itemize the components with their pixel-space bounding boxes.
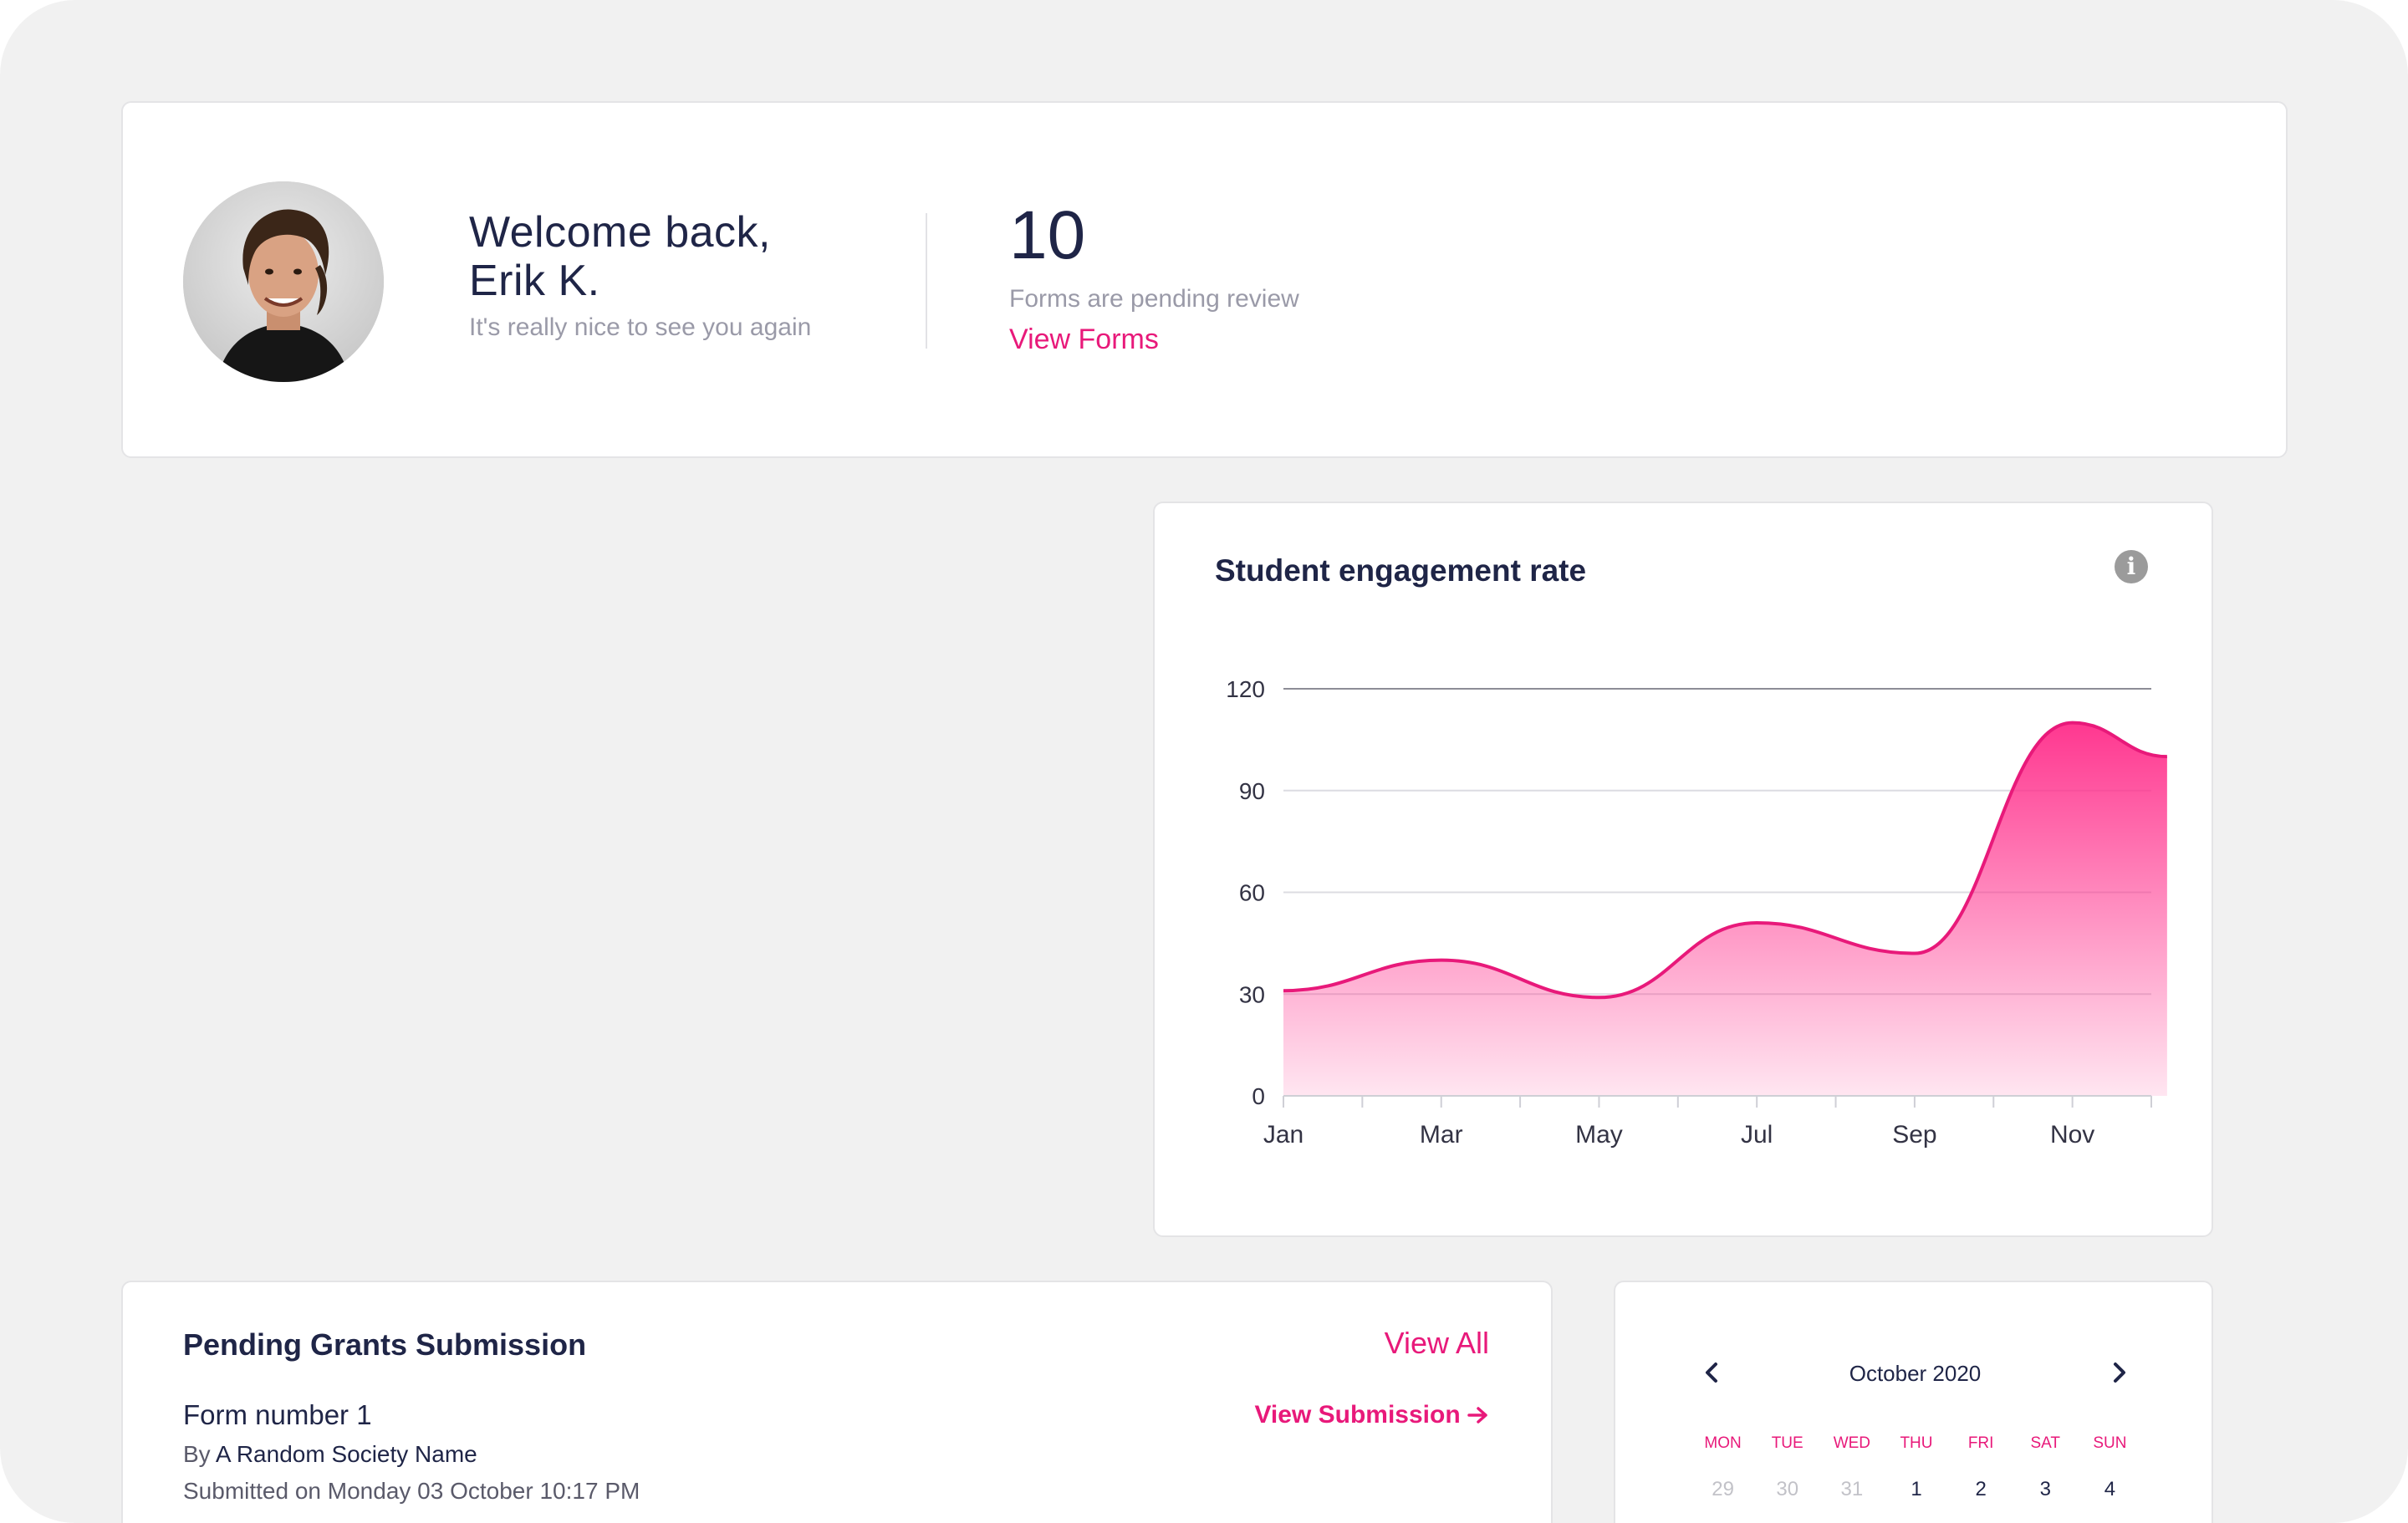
view-all-link[interactable]: View All <box>1384 1326 1489 1360</box>
weekday-label: SUN <box>2093 1434 2127 1452</box>
calendar-day[interactable]: 4 <box>2104 1478 2116 1500</box>
welcome-subtitle: It's really nice to see you again <box>469 313 812 341</box>
divider <box>926 213 927 349</box>
avatar-image <box>183 181 384 382</box>
calendar-month: October 2020 <box>1849 1361 1982 1386</box>
x-tick-label: Nov <box>2050 1121 2094 1149</box>
weekday-label: MON <box>1704 1434 1742 1452</box>
pending-grants-card: Pending Grants Submission View All Form … <box>121 1281 1553 1523</box>
y-tick-label: 30 <box>1239 981 1265 1007</box>
form-author: By A Random Society Name <box>183 1441 477 1468</box>
series-line <box>1283 721 2167 1000</box>
calendar-day[interactable]: 29 <box>1712 1478 1734 1500</box>
weekday-label: WED <box>1833 1434 1871 1452</box>
x-tick-label: Jul <box>1741 1121 1773 1149</box>
pending-forms-count: 10 <box>1009 197 1086 273</box>
area-fill <box>1283 722 2167 1096</box>
form-submitted-date: Submitted on Monday 03 October 10:17 PM <box>183 1478 640 1504</box>
form-author-prefix: By <box>183 1441 211 1467</box>
engagement-chart: 0 30 60 90 120 Jan Mar May Jul Sep Nov <box>1226 676 2167 1149</box>
view-forms-link[interactable]: View Forms <box>1009 323 1159 355</box>
user-name: Erik K. <box>469 257 600 305</box>
weekday-label: SAT <box>2030 1434 2061 1452</box>
weekday-label: TUE <box>1771 1434 1803 1452</box>
x-tick-label: Mar <box>1420 1121 1463 1149</box>
form-society-name: A Random Society Name <box>215 1441 477 1467</box>
pending-forms-label: Forms are pending review <box>1009 285 1299 313</box>
y-tick-label: 0 <box>1252 1083 1265 1109</box>
info-icon[interactable]: i <box>2115 550 2148 583</box>
x-tick-label: Jan <box>1263 1121 1303 1149</box>
calendar-week-row: 29 30 31 1 2 3 4 <box>1691 1478 2142 1501</box>
welcome-greeting: Welcome back, Erik K. <box>469 208 771 305</box>
y-tick-label: 60 <box>1239 880 1265 906</box>
calendar-day[interactable]: 1 <box>1911 1478 1922 1500</box>
calendar-weekdays: MON TUE WED THU FRI SAT SUN <box>1691 1434 2142 1453</box>
view-submission-button[interactable]: View Submission <box>1254 1401 1489 1429</box>
calendar-day[interactable]: 31 <box>1840 1478 1864 1500</box>
calendar-day[interactable]: 2 <box>1975 1478 1987 1500</box>
engagement-chart-card: 0 30 60 90 120 Jan Mar May Jul Sep Nov Student eng… <box>1153 502 2213 1237</box>
chevron-left-icon[interactable] <box>1696 1356 1729 1389</box>
avatar <box>183 181 384 382</box>
arrow-right-icon <box>1467 1407 1487 1424</box>
weekday-label: FRI <box>1967 1434 1994 1452</box>
calendar-day[interactable]: 30 <box>1776 1478 1799 1500</box>
calendar-card: October 2020 MON TUE WED THU FRI SAT SUN… <box>1614 1281 2213 1523</box>
y-tick-label: 90 <box>1239 778 1265 804</box>
x-tick-label: May <box>1575 1121 1623 1149</box>
greeting-line-1: Welcome back, <box>469 208 772 257</box>
grants-title: Pending Grants Submission <box>183 1327 587 1362</box>
calendar-day[interactable]: 3 <box>2039 1478 2051 1500</box>
weekday-label: THU <box>1900 1434 1933 1452</box>
chevron-right-icon[interactable] <box>2102 1356 2135 1389</box>
welcome-card: Welcome back, Erik K. It's really nice t… <box>121 101 2288 458</box>
view-submission-label: View Submission <box>1254 1401 1461 1429</box>
y-tick-label: 120 <box>1226 676 1265 702</box>
chart-title: Student engagement rate <box>1215 553 1587 588</box>
form-name: Form number 1 <box>183 1399 372 1430</box>
x-tick-label: Sep <box>1892 1121 1936 1149</box>
